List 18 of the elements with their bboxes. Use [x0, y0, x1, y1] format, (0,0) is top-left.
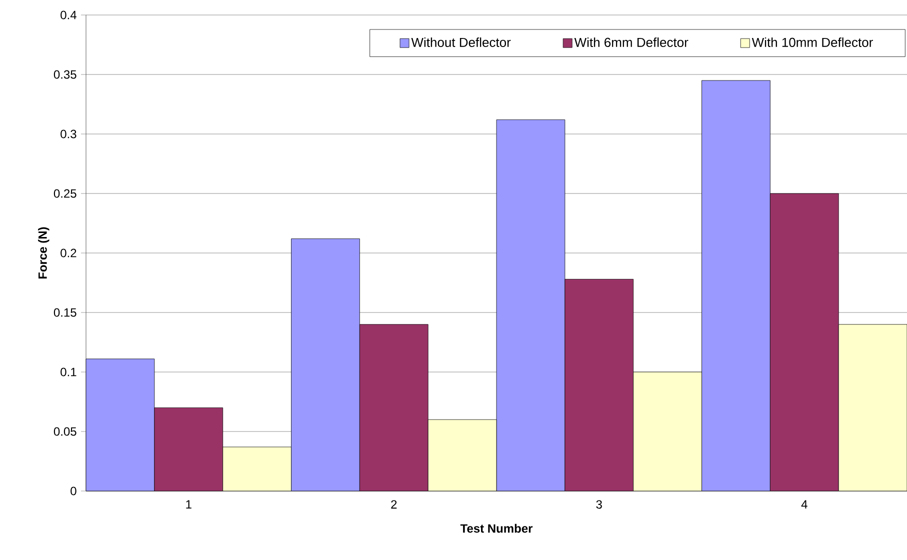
y-tick-label: 0.1 — [60, 368, 76, 376]
y-tick-label: 0.3 — [60, 130, 76, 138]
x-tick-label: 1 — [186, 500, 192, 508]
y-tick-label: 0.4 — [60, 10, 76, 20]
legend-label: With 6mm Deflector — [574, 37, 688, 48]
legend-label: With 10mm Deflector — [752, 37, 873, 48]
x-tick-label: 4 — [801, 500, 808, 508]
y-tick-label: 0 — [70, 486, 76, 496]
y-tick-label: 0.25 — [54, 189, 76, 198]
x-tick-label: 2 — [391, 500, 397, 509]
y-tick-label: 0.05 — [54, 427, 76, 436]
y-tick-label: 0.15 — [54, 308, 76, 317]
x-tick-label: 3 — [596, 500, 602, 509]
y-tick-label: 0.35 — [54, 70, 76, 79]
legend-label: Without Deflector — [411, 37, 511, 48]
y-axis-title: Force (N) — [38, 227, 50, 279]
x-axis-title: Test Number — [460, 524, 533, 533]
y-tick-label: 0.2 — [60, 248, 76, 258]
